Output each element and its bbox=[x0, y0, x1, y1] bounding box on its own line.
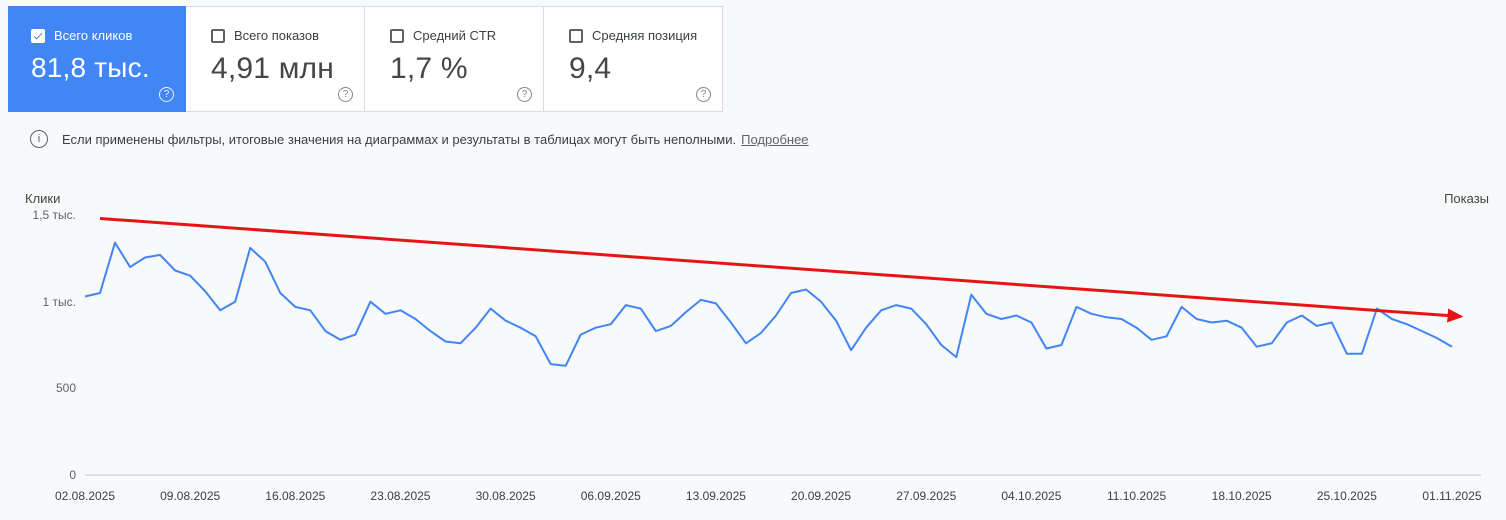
checkbox-unchecked-icon[interactable] bbox=[569, 28, 583, 43]
metric-label: Всего показов bbox=[234, 28, 319, 43]
metric-label: Средняя позиция bbox=[592, 28, 698, 43]
help-icon[interactable]: ? bbox=[338, 87, 353, 102]
metric-card-header: Средняя позиция bbox=[569, 28, 708, 43]
info-icon: i bbox=[30, 130, 48, 148]
banner-text: Если применены фильтры, итоговые значени… bbox=[62, 131, 737, 147]
metric-card-header: Всего показов bbox=[211, 28, 350, 43]
learn-more-link[interactable]: Подробнее bbox=[741, 131, 809, 147]
clicks-series-line[interactable] bbox=[84, 241, 1453, 367]
metric-value: 81,8 тыс. bbox=[31, 52, 150, 83]
trend-arrow-annotation bbox=[99, 216, 1464, 323]
right-axis-title: Показы bbox=[1444, 191, 1489, 206]
metric-card-total-impressions[interactable]: Всего показов 4,91 млн ? bbox=[185, 6, 365, 112]
metric-card-avg-ctr[interactable]: Средний CTR 1,7 % ? bbox=[364, 6, 544, 112]
metric-label: Всего кликов bbox=[54, 28, 133, 43]
help-icon[interactable]: ? bbox=[696, 87, 711, 102]
filters-info-banner: i Если применены фильтры, итоговые значе… bbox=[30, 130, 809, 148]
left-axis-title: Клики bbox=[25, 191, 61, 206]
metric-card-header: Всего кликов bbox=[31, 28, 171, 43]
metric-card-avg-position[interactable]: Средняя позиция 9,4 ? bbox=[543, 6, 723, 112]
metric-cards-row: Всего кликов 81,8 тыс. ? Всего показов 4… bbox=[8, 6, 723, 112]
metric-value: 1,7 % bbox=[390, 52, 468, 85]
help-icon[interactable]: ? bbox=[517, 87, 532, 102]
metric-card-total-clicks[interactable]: Всего кликов 81,8 тыс. ? bbox=[8, 6, 186, 112]
checkbox-checked-icon[interactable] bbox=[31, 28, 45, 43]
checkbox-unchecked-icon[interactable] bbox=[211, 28, 225, 43]
metric-label: Средний CTR bbox=[413, 28, 497, 43]
checkbox-unchecked-icon[interactable] bbox=[390, 28, 404, 43]
metric-card-header: Средний CTR bbox=[390, 28, 529, 43]
help-icon[interactable]: ? bbox=[159, 87, 174, 102]
checkmark-icon bbox=[33, 32, 43, 39]
metric-value: 4,91 млн bbox=[211, 52, 335, 85]
metric-value: 9,4 bbox=[569, 52, 612, 85]
